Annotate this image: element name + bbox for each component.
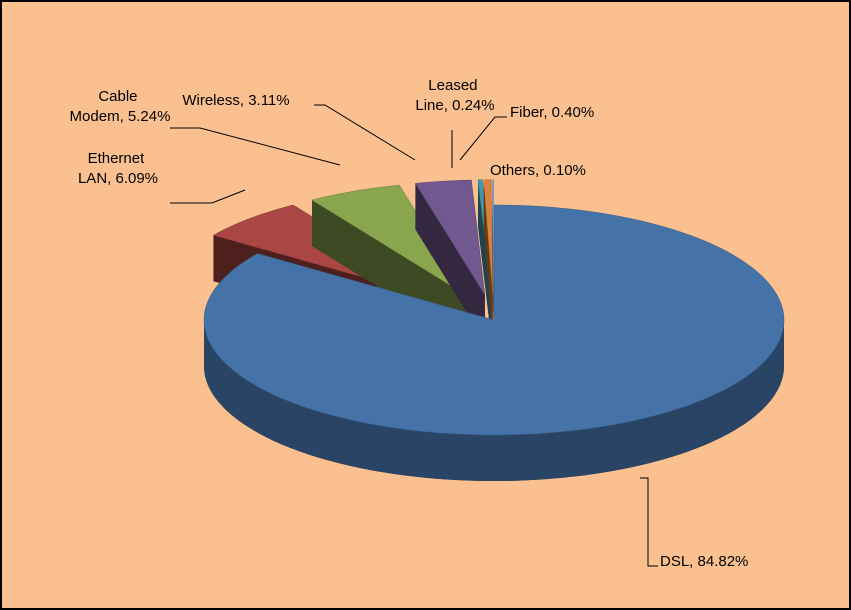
slice-bottom (478, 225, 492, 341)
labels: DSL, 84.82% Ethernet LAN, 6.09% Cable Mode… (70, 77, 749, 570)
data-label: DSL, 84.82% (660, 553, 748, 570)
slice (414, 179, 486, 341)
data-label: Others, 0.10% (490, 162, 586, 179)
slice (483, 179, 494, 341)
slice-top (414, 179, 486, 296)
leader-line (314, 104, 416, 161)
pie (203, 179, 785, 481)
leader-line (170, 127, 341, 166)
leader-line (640, 477, 658, 567)
slice (491, 179, 495, 341)
slice-side (415, 183, 485, 341)
slice-top (203, 204, 785, 436)
data-label-line: Ethernet (88, 150, 149, 167)
slice-top (483, 179, 494, 295)
leader-line (170, 189, 246, 204)
data-label-line: LAN, 6.09% (78, 170, 158, 187)
data-label: Wireless, 3.11% (182, 92, 289, 109)
slice-side (478, 179, 492, 341)
slice (203, 204, 785, 481)
data-label-line: Cable (98, 88, 141, 105)
slice-side (483, 179, 493, 341)
data-label-line: Line, 0.24% (415, 97, 494, 114)
data-label: Leased Line, 0.24% (415, 77, 494, 114)
data-label: Cable Modem, 5.24% (70, 88, 171, 125)
data-label: Ethernet LAN, 6.09% (78, 150, 158, 187)
data-label-line: Modem, 5.24% (70, 108, 171, 125)
data-label: Fiber, 0.40% (510, 104, 594, 121)
data-label-line: Leased (428, 77, 481, 94)
leader-line (459, 116, 507, 161)
slice-top (311, 184, 469, 297)
slice-wall (204, 320, 784, 481)
